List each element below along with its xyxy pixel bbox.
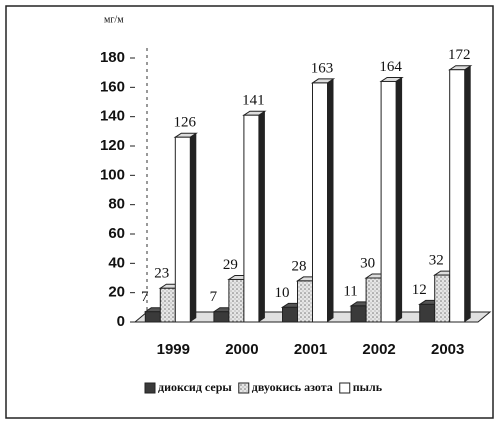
y-tick-label: 60 <box>108 225 125 242</box>
bar <box>243 114 260 323</box>
data-label: 164 <box>379 59 402 75</box>
bar <box>419 303 436 323</box>
data-label: 23 <box>154 266 169 282</box>
bar-side <box>190 133 197 322</box>
bar-side <box>327 78 334 322</box>
x-tick-label: 2001 <box>294 341 327 358</box>
data-label: 126 <box>174 115 197 131</box>
x-tick-label: 2002 <box>362 341 395 358</box>
y-tick-label: 100 <box>100 166 125 183</box>
y-tick-label: 120 <box>100 137 125 154</box>
legend-swatch <box>144 382 156 394</box>
bar <box>365 277 382 323</box>
legend-label: диоксид серы <box>158 380 232 394</box>
x-tick-label: 1999 <box>157 341 190 358</box>
data-label: 11 <box>343 283 357 299</box>
data-label: 29 <box>223 257 238 273</box>
bar <box>312 82 328 323</box>
bar <box>228 278 245 323</box>
data-label: 32 <box>429 253 444 269</box>
y-tick-label: 140 <box>100 108 125 125</box>
y-tick-label: 80 <box>108 196 125 213</box>
data-label: 12 <box>412 282 427 298</box>
bar-side <box>258 111 265 322</box>
y-tick-label: 0 <box>117 313 125 330</box>
x-tick-label: 2000 <box>225 341 258 358</box>
y-tick-label: 20 <box>108 284 125 301</box>
bar <box>449 69 466 323</box>
data-label: 7 <box>141 289 149 305</box>
bar <box>297 280 313 323</box>
bar <box>159 287 176 323</box>
bar <box>434 274 451 323</box>
bar <box>213 311 230 323</box>
bar <box>380 80 397 323</box>
y-tick-label: 160 <box>100 78 125 95</box>
bar <box>174 136 191 323</box>
data-label: 163 <box>311 60 334 76</box>
bar <box>144 311 161 323</box>
legend-label: двуокись азота <box>252 380 333 394</box>
legend-swatch <box>339 382 351 394</box>
y-axis-label: мг/м <box>104 14 124 25</box>
legend-label: пыль <box>353 380 383 394</box>
bar-side <box>464 65 471 322</box>
data-label: 30 <box>360 255 375 271</box>
x-tick-label: 2003 <box>431 341 464 358</box>
y-tick-label: 40 <box>108 254 125 271</box>
data-label: 10 <box>275 285 290 301</box>
bar <box>350 305 367 323</box>
bar <box>282 306 298 323</box>
frame <box>5 5 494 419</box>
y-tick-label: 180 <box>100 49 125 66</box>
data-label: 7 <box>210 289 218 305</box>
data-label: 141 <box>242 93 265 109</box>
data-label: 172 <box>448 47 471 63</box>
legend-swatch <box>238 382 250 394</box>
bar-side <box>396 77 403 322</box>
data-label: 28 <box>292 258 307 274</box>
